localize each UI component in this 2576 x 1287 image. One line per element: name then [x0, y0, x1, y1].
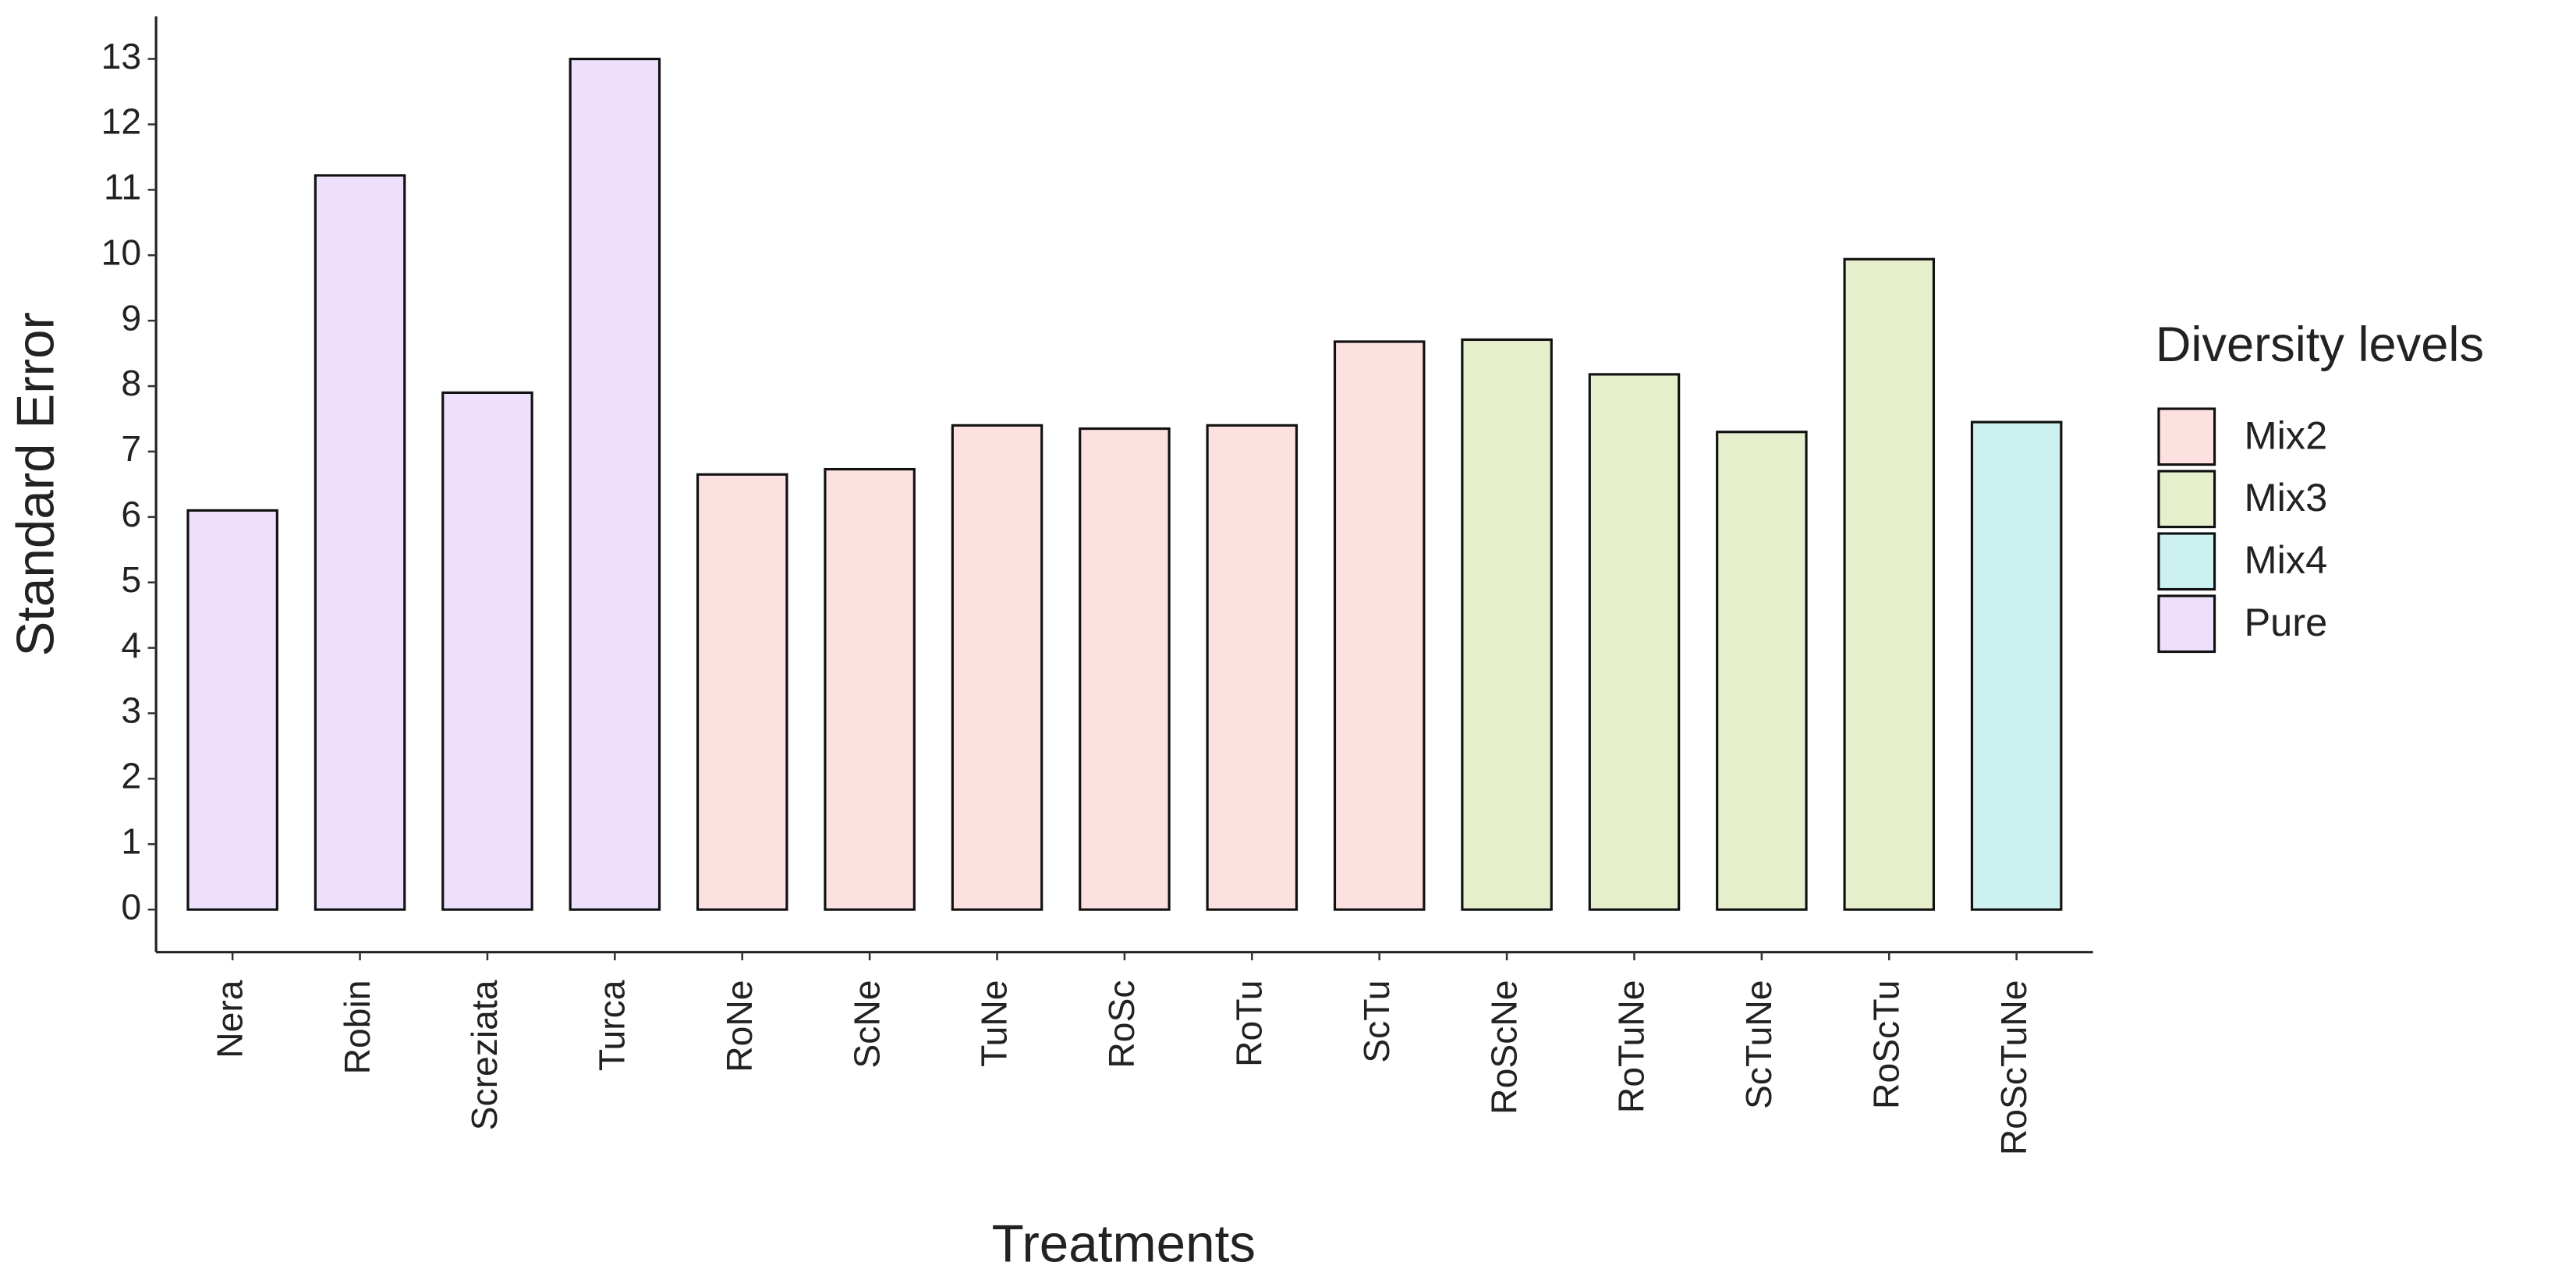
x-tick-label: Turca: [592, 980, 632, 1071]
bar: [186, 509, 278, 911]
bar: [951, 424, 1044, 911]
bar: [824, 467, 916, 911]
x-tick-label: RoScNe: [1483, 980, 1524, 1114]
x-axis-label: Treatments: [992, 1214, 1256, 1273]
y-tick-label: 9: [121, 297, 141, 338]
legend-label: Mix2: [2244, 413, 2327, 457]
y-tick-label: 6: [121, 494, 141, 534]
bar: [1206, 424, 1299, 911]
y-tick-label: 1: [121, 821, 141, 861]
bar: [1843, 257, 1936, 911]
y-tick-label: 10: [101, 232, 142, 272]
x-tick-label: ScTuNe: [1738, 980, 1779, 1109]
bar: [314, 174, 406, 911]
legend-label: Mix4: [2244, 537, 2327, 582]
x-tick-label: ScTu: [1356, 980, 1397, 1062]
y-tick-label: 13: [101, 36, 142, 76]
x-tick-label: RoScTuNe: [1993, 980, 2034, 1155]
bar: [569, 57, 661, 911]
y-tick-label: 12: [101, 101, 142, 142]
y-tick-label: 0: [121, 886, 141, 927]
bar: [1333, 340, 1426, 911]
x-tick-label: RoTu: [1229, 980, 1270, 1066]
x-tick-label: RoTuNe: [1611, 980, 1652, 1113]
legend-label: Pure: [2244, 600, 2327, 644]
bar: [696, 473, 788, 911]
y-tick-label: 8: [121, 363, 141, 403]
y-tick-label: 7: [121, 428, 141, 469]
x-tick-label: Screziata: [464, 980, 505, 1130]
bar: [1970, 420, 2063, 911]
x-tick-label: TuNe: [974, 980, 1015, 1066]
x-tick-label: Nera: [209, 980, 250, 1058]
y-tick-label: 11: [104, 167, 141, 207]
y-axis-label: Standard Error: [6, 312, 65, 657]
bar: [1079, 427, 1171, 911]
x-tick-label: RoNe: [719, 980, 760, 1072]
bar: [441, 391, 533, 911]
x-tick-label: Robin: [337, 980, 377, 1074]
legend-key: [2157, 407, 2216, 466]
legend-title: Diversity levels: [2156, 317, 2484, 372]
bar: [1716, 431, 1808, 911]
legend-label: Mix3: [2244, 475, 2327, 519]
y-tick-label: 3: [121, 690, 141, 731]
bar: [1461, 338, 1553, 911]
x-tick-label: RoScTu: [1866, 980, 1906, 1109]
legend-key: [2157, 594, 2216, 654]
x-tick-label: RoSc: [1101, 980, 1142, 1068]
y-tick-label: 2: [121, 756, 141, 796]
y-tick-label: 5: [121, 559, 141, 600]
bar: [1588, 373, 1681, 911]
legend-key: [2157, 532, 2216, 591]
legend-key: [2157, 470, 2216, 529]
y-tick-label: 4: [121, 625, 141, 665]
x-tick-label: ScNe: [846, 980, 887, 1068]
